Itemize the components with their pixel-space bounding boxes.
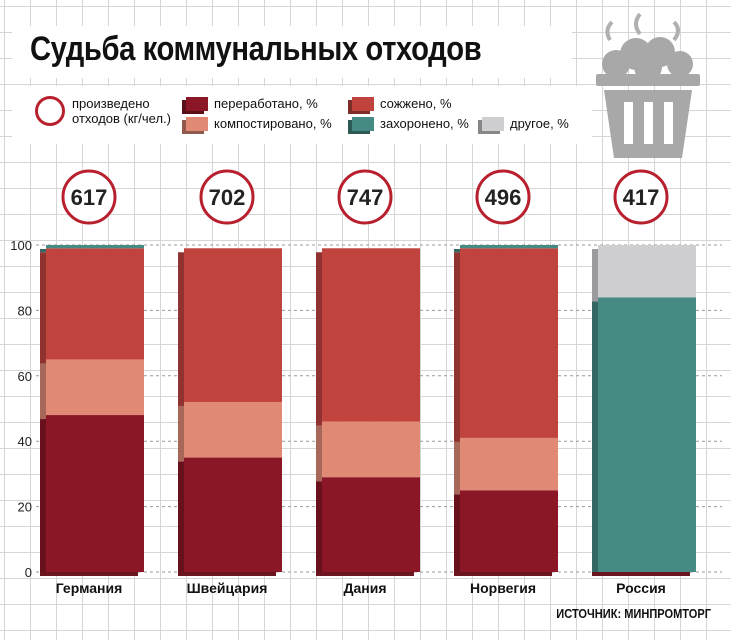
y-tick-label: 40	[18, 434, 32, 449]
bar-segment-side	[178, 252, 184, 406]
y-tick-label: 80	[18, 303, 32, 318]
bar-segment	[322, 248, 420, 421]
bar-segment-side	[178, 406, 184, 462]
bar-segment	[46, 248, 144, 359]
bar-segment	[322, 422, 420, 478]
bar-segment-side	[454, 442, 460, 494]
bar-segment-side	[40, 252, 46, 363]
bar-segment-side	[40, 419, 46, 576]
bar-segment	[46, 415, 144, 572]
bar-segment-side	[316, 481, 322, 576]
bar-segment-side	[178, 462, 184, 576]
bar-base	[316, 572, 414, 576]
bar-segment	[460, 248, 558, 438]
x-tick-label: Германия	[56, 580, 123, 596]
produced-value-label: 417	[623, 185, 660, 210]
bar-base	[454, 572, 552, 576]
produced-value-label: 617	[71, 185, 108, 210]
x-tick-label: Россия	[616, 580, 666, 596]
bar-base	[592, 572, 690, 576]
bar-segment-side	[40, 249, 46, 252]
bar-base	[178, 572, 276, 576]
bar-segment	[460, 438, 558, 490]
bar-segment	[598, 245, 696, 297]
produced-value-label: 702	[209, 185, 246, 210]
bar-segment-side	[40, 363, 46, 419]
bar-segment	[46, 245, 144, 248]
y-tick-label: 20	[18, 500, 32, 515]
x-tick-label: Норвегия	[470, 580, 536, 596]
bar-segment	[184, 458, 282, 572]
bar-segment-side	[592, 249, 598, 301]
bar-segment-side	[592, 301, 598, 576]
bar-base	[40, 572, 138, 576]
y-tick-label: 60	[18, 369, 32, 384]
produced-value-label: 747	[347, 185, 384, 210]
bar-segment-side	[454, 494, 460, 576]
bar-segment-side	[454, 249, 460, 252]
bar-segment-side	[316, 426, 322, 482]
produced-value-label: 496	[485, 185, 522, 210]
bar-segment	[322, 477, 420, 572]
x-tick-label: Дания	[344, 580, 387, 596]
source-note: ИСТОЧНИК: МИНПРОМТОРГ	[556, 606, 711, 621]
bar-segment	[184, 402, 282, 458]
bar-segment-side	[316, 252, 322, 425]
bar-segment	[184, 248, 282, 402]
bar-segment	[46, 359, 144, 415]
bar-segment-side	[454, 252, 460, 442]
x-tick-label: Швейцария	[187, 580, 268, 596]
y-tick-label: 0	[25, 565, 32, 580]
bar-segment	[598, 297, 696, 572]
bar-segment	[460, 245, 558, 248]
bar-segment	[460, 490, 558, 572]
y-tick-label: 100	[10, 238, 32, 253]
